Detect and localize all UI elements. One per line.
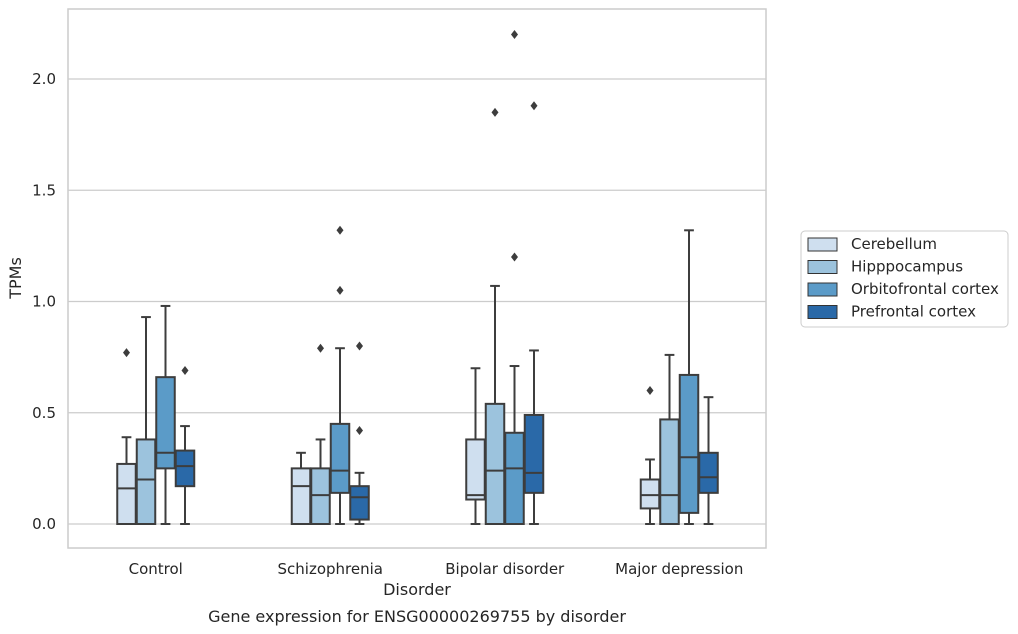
box-1-2 [329,225,351,525]
outlier-marker [181,365,189,375]
box-0-3 [174,365,196,525]
legend-item: Hipppocampus [807,258,963,276]
box-iqr [659,418,680,525]
y-tick-label: 0.0 [32,515,56,533]
box-iqr [290,467,312,525]
outlier-marker [336,225,344,235]
outlier-marker [356,426,363,436]
box-iqr [484,402,506,526]
box-1-3 [349,341,370,525]
legend-label: Hipppocampus [851,258,963,276]
legend-label: Prefrontal cortex [851,303,976,321]
legend-label: Cerebellum [851,235,937,253]
box-3-3 [698,396,719,525]
legend-swatch [807,305,838,319]
box-iqr [523,413,545,494]
plot-area-frame [67,8,767,549]
outlier-marker [530,101,538,111]
y-tick-label: 0.5 [32,404,56,422]
y-axis-title: TPMs [6,257,25,300]
outlier-marker [336,285,344,295]
y-tick-label: 1.0 [32,293,56,311]
boxes-layer [116,30,719,526]
legend-swatch [807,260,838,274]
x-tick-label: Major depression [615,560,743,578]
box-3-1 [659,353,680,525]
y-tick-label: 1.5 [32,181,56,199]
x-tick-label: Schizophrenia [278,560,383,578]
outlier-marker [491,107,499,117]
legend-item: Prefrontal cortex [807,303,976,321]
outlier-marker [317,343,324,353]
x-tick-label: Bipolar disorder [445,560,565,578]
legend-item: Orbitofrontal cortex [807,280,999,298]
outlier-marker [511,252,518,262]
box-2-3 [523,101,545,525]
box-iqr [116,462,137,525]
legend-item: Cerebellum [807,235,937,253]
y-tick-labels: 0.0 0.5 1.0 1.5 2.0 [32,70,56,533]
box-1-1 [310,343,331,525]
box-iqr [155,376,176,470]
legend-label: Orbitofrontal cortex [851,280,999,298]
box-1-0 [290,451,312,525]
legend-frame [800,230,1009,328]
box-3-0 [639,386,661,525]
x-tick-labels: Control Schizophrenia Bipolar disorder Majo… [129,560,744,578]
chart-caption: Gene expression for ENSG00000269755 by d… [208,607,626,626]
outlier-marker [356,341,363,351]
x-axis-title: Disorder [383,580,451,599]
box-0-0 [116,348,137,525]
outlier-marker [511,30,518,39]
legend: Cerebellum Hipppocampus Orbitofrontal cort… [800,230,1009,328]
box-0-1 [135,316,157,526]
box-iqr [349,485,370,521]
box-iqr [174,449,196,488]
box-iqr [135,438,157,526]
box-iqr [310,467,331,525]
box-iqr [639,478,661,510]
outlier-marker [123,348,130,358]
legend-swatch [807,282,838,297]
box-2-2 [504,30,525,525]
box-0-2 [155,304,176,525]
box-iqr [465,438,486,501]
box-2-1 [484,107,506,526]
box-2-0 [465,367,486,525]
legend-swatch [807,237,838,252]
x-tick-label: Control [129,560,183,578]
box-3-2 [678,229,700,525]
box-iqr [678,373,700,514]
outlier-marker [646,386,654,395]
box-iqr [504,431,525,525]
y-tick-label: 2.0 [32,70,56,88]
box-iqr [698,451,719,494]
box-iqr [329,422,351,494]
